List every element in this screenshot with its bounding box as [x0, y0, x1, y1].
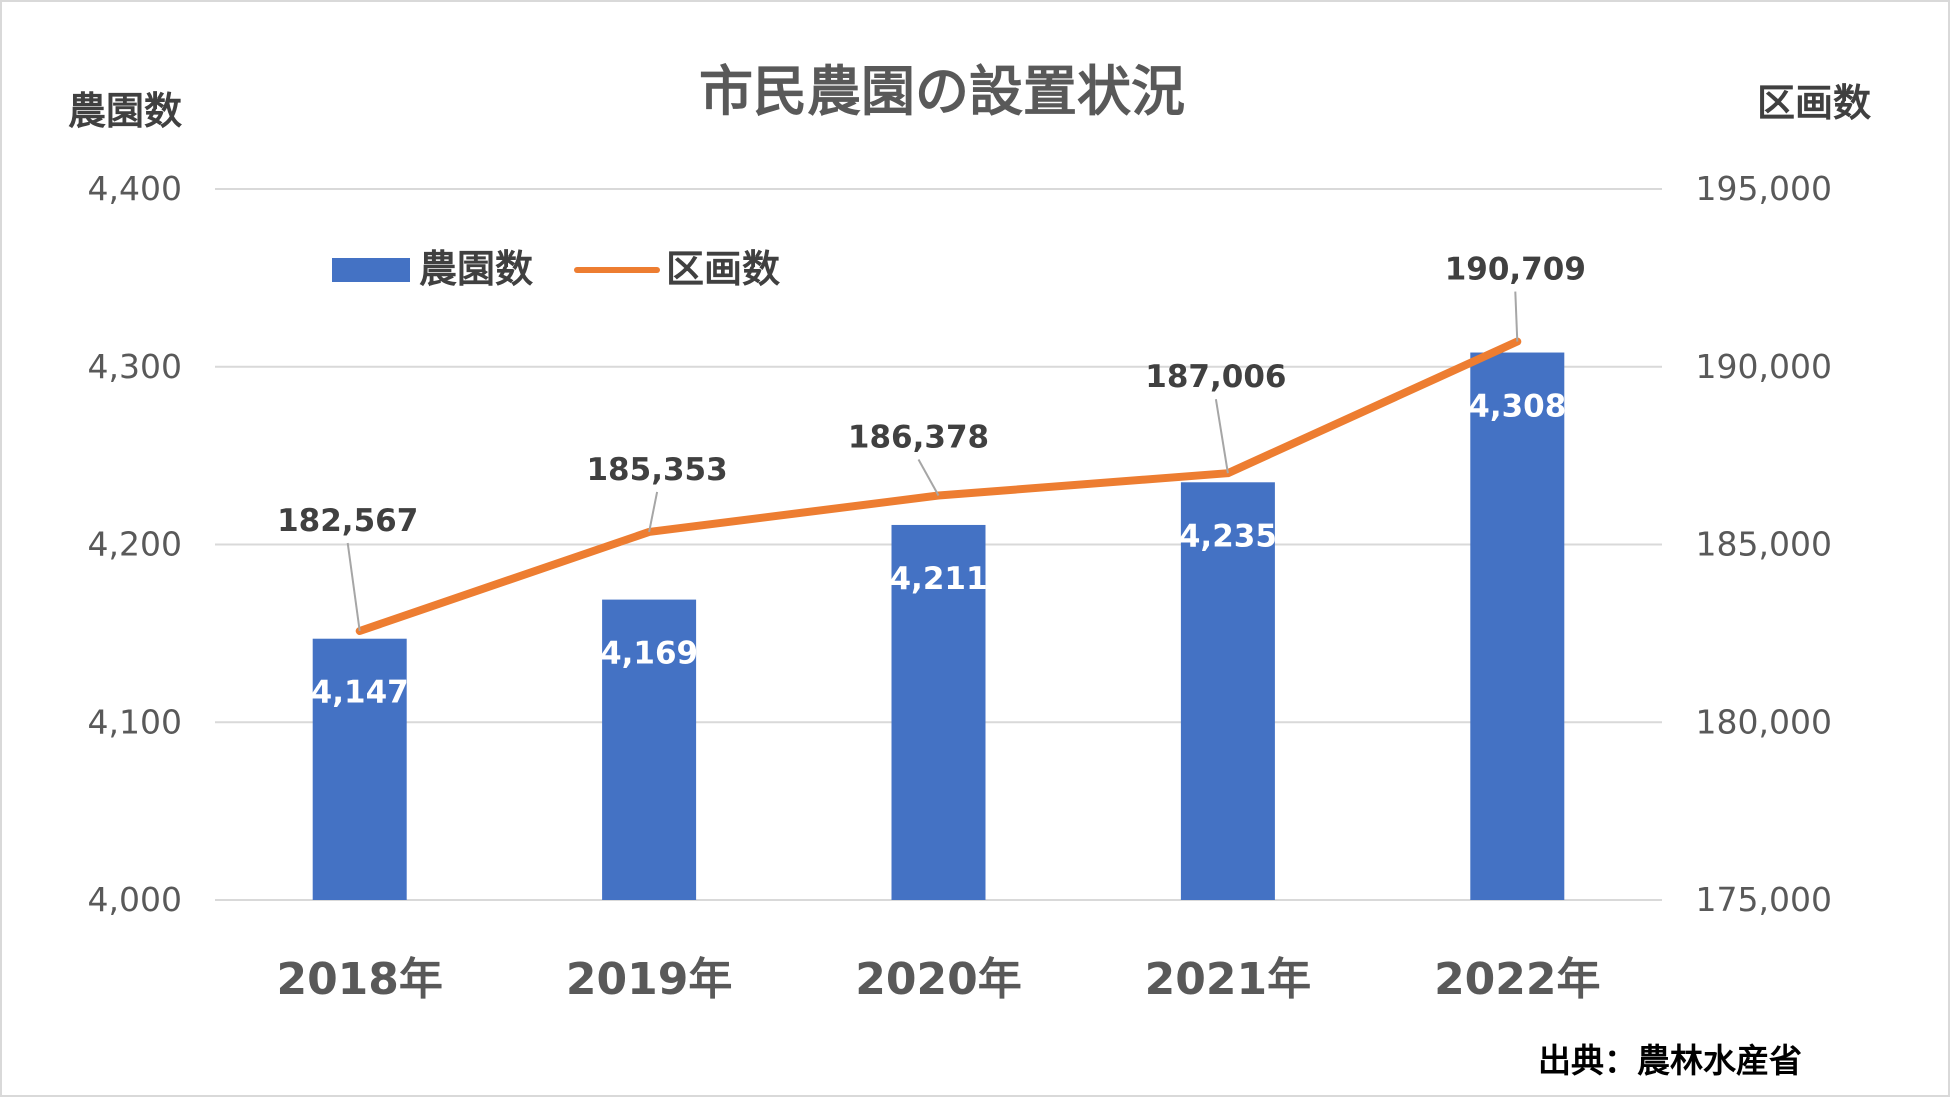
legend-label-line: 区画数 — [666, 247, 780, 291]
line-data-label: 190,709 — [1445, 252, 1586, 288]
left-axis-title: 農園数 — [68, 89, 182, 133]
bar — [1470, 352, 1565, 900]
left-tick-label: 4,200 — [88, 525, 182, 564]
legend-swatch-bar — [332, 258, 410, 282]
legend-label-bar: 農園数 — [419, 247, 533, 291]
right-tick-label: 180,000 — [1696, 702, 1832, 741]
right-axis-title: 区画数 — [1757, 81, 1871, 125]
category-label: 2018年 — [276, 954, 442, 1005]
right-tick-label: 195,000 — [1696, 169, 1832, 208]
bar — [891, 524, 986, 900]
left-tick-label: 4,300 — [88, 347, 182, 386]
label-leader-line — [1514, 291, 1519, 342]
bar-data-label: 4,169 — [600, 636, 698, 672]
bar — [312, 638, 407, 900]
label-leader-line — [346, 542, 361, 632]
category-label: 2022年 — [1434, 954, 1600, 1005]
left-tick-label: 4,100 — [88, 702, 182, 741]
bar-data-label: 4,147 — [311, 675, 409, 711]
line-data-label: 186,378 — [848, 420, 989, 456]
bar — [602, 599, 697, 900]
category-labels: 2018年 2019年 2020年 2021年 2022年 — [276, 954, 1600, 1005]
line-data-label: 182,567 — [277, 503, 418, 539]
bar — [1180, 482, 1275, 900]
bar-data-label: 4,308 — [1468, 389, 1566, 425]
bar-data-label: 4,211 — [889, 561, 987, 597]
label-leader-line — [917, 459, 940, 496]
right-tick-label: 175,000 — [1696, 880, 1832, 919]
line-data-label: 187,006 — [1145, 359, 1286, 395]
legend: 農園数 区画数 — [332, 247, 780, 291]
category-label: 2019年 — [566, 954, 732, 1005]
label-leader-line — [648, 491, 659, 533]
left-tick-label: 4,000 — [88, 880, 182, 919]
category-label: 2020年 — [855, 954, 1021, 1005]
line-series: 182,567 185,353 186,378 187,006 190,709 — [277, 252, 1586, 635]
right-axis-ticks: 175,000 180,000 185,000 190,000 195,000 — [1696, 169, 1832, 919]
left-tick-label: 4,400 — [88, 169, 182, 208]
right-tick-label: 190,000 — [1696, 347, 1832, 386]
label-leader-line — [1214, 399, 1229, 474]
category-label: 2021年 — [1145, 954, 1311, 1005]
source-note: 出典：農林水産省 — [1538, 1041, 1802, 1080]
right-tick-label: 185,000 — [1696, 525, 1832, 564]
line-data-label: 185,353 — [586, 452, 727, 488]
left-axis-ticks: 4,000 4,100 4,200 4,300 4,400 — [88, 169, 182, 919]
chart-title: 市民農園の設置状況 — [699, 60, 1185, 123]
bar-data-label: 4,235 — [1179, 518, 1277, 554]
bar-series: 4,147 4,169 4,211 4,235 4,308 — [311, 352, 1566, 900]
